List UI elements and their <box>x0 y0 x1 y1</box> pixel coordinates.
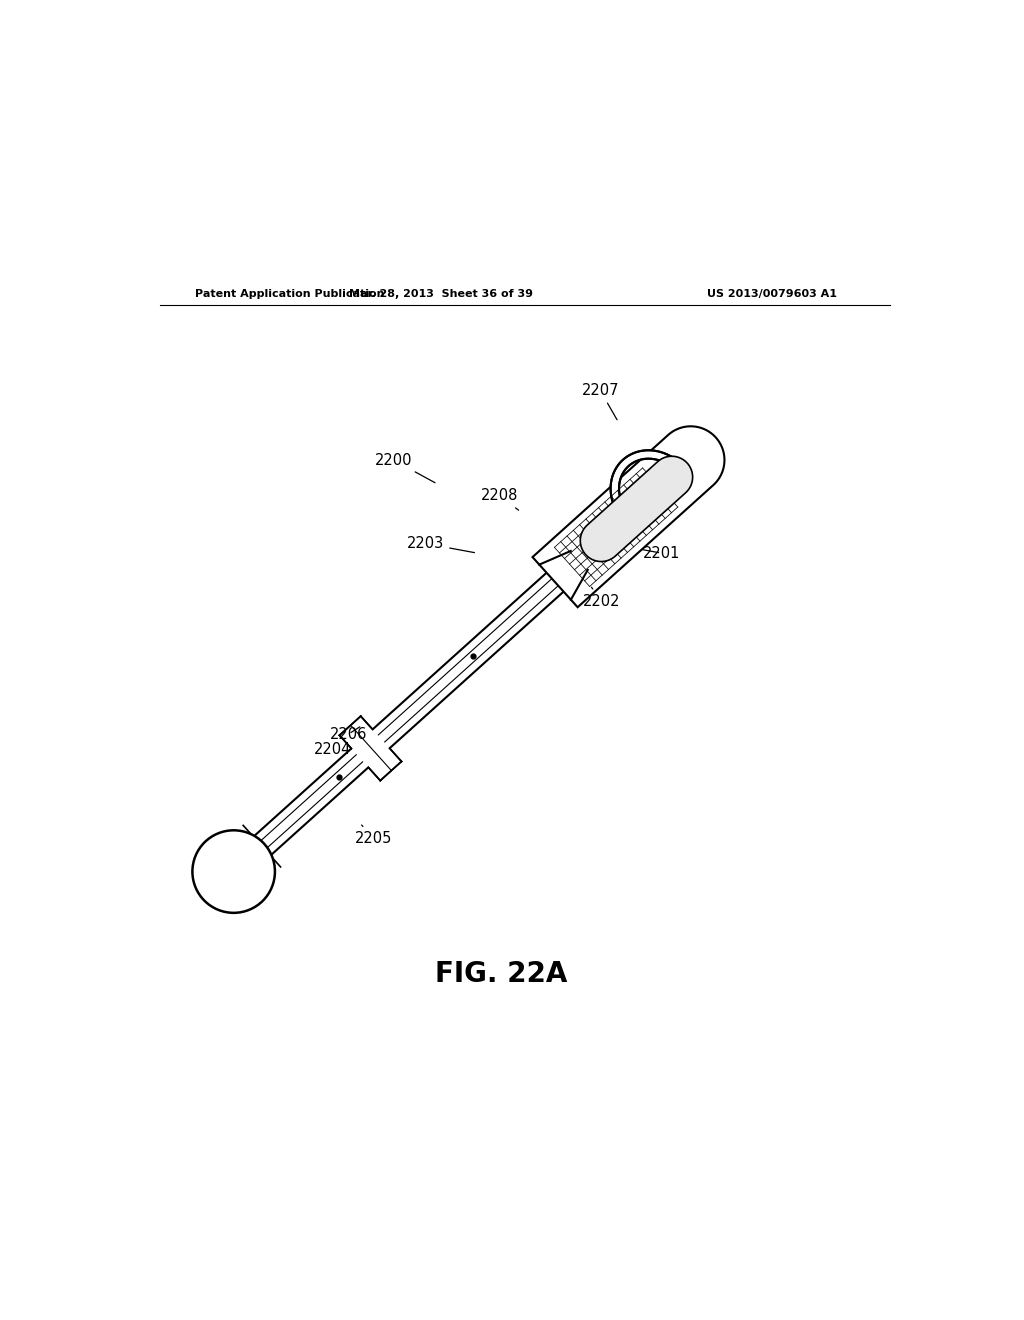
Text: 2202: 2202 <box>583 587 621 609</box>
Polygon shape <box>340 717 401 780</box>
Text: 2207: 2207 <box>582 383 618 420</box>
Text: 2204: 2204 <box>314 739 351 758</box>
Text: 2200: 2200 <box>375 453 435 483</box>
Text: 2208: 2208 <box>480 488 518 511</box>
Text: Patent Application Publication: Patent Application Publication <box>196 289 385 298</box>
Circle shape <box>193 830 274 913</box>
Text: FIG. 22A: FIG. 22A <box>435 960 567 987</box>
Text: 2205: 2205 <box>355 825 392 846</box>
Text: Mar. 28, 2013  Sheet 36 of 39: Mar. 28, 2013 Sheet 36 of 39 <box>349 289 534 298</box>
Polygon shape <box>581 457 692 561</box>
Text: 2203: 2203 <box>407 536 474 553</box>
Polygon shape <box>610 450 683 520</box>
Text: US 2013/0079603 A1: US 2013/0079603 A1 <box>708 289 838 298</box>
Polygon shape <box>532 426 724 607</box>
Text: 2201: 2201 <box>643 545 680 561</box>
Text: 2206: 2206 <box>330 726 368 742</box>
